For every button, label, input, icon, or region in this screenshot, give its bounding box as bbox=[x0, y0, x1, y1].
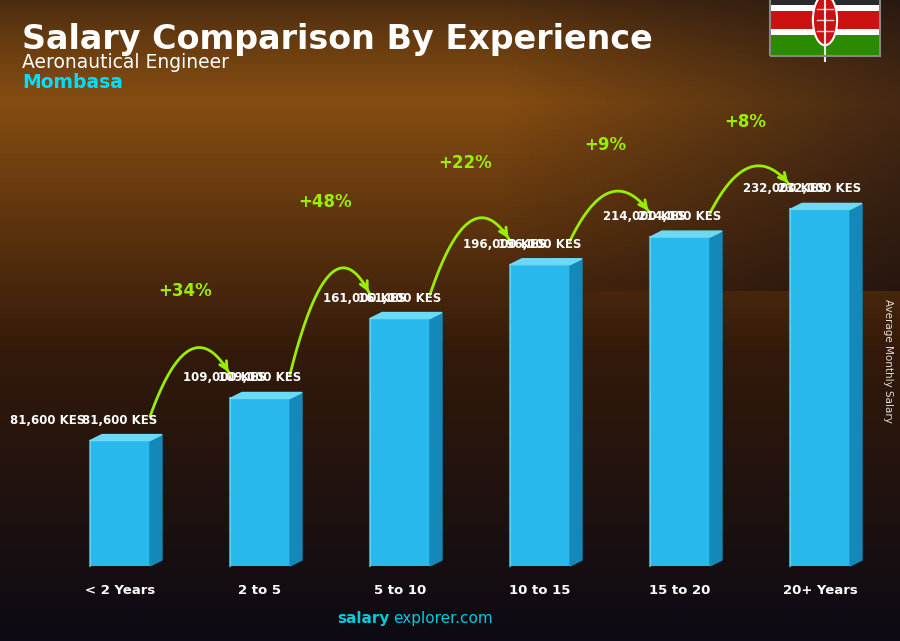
Text: 196,000 KES: 196,000 KES bbox=[464, 238, 546, 251]
Polygon shape bbox=[650, 231, 722, 237]
Polygon shape bbox=[90, 435, 162, 440]
Polygon shape bbox=[850, 203, 862, 566]
FancyBboxPatch shape bbox=[790, 210, 850, 566]
Ellipse shape bbox=[813, 0, 837, 46]
FancyBboxPatch shape bbox=[370, 319, 430, 566]
Text: 161,000 KES: 161,000 KES bbox=[323, 292, 407, 304]
FancyBboxPatch shape bbox=[230, 399, 290, 566]
FancyBboxPatch shape bbox=[510, 265, 570, 566]
Text: Average Monthly Salary: Average Monthly Salary bbox=[883, 299, 893, 423]
Polygon shape bbox=[150, 435, 162, 566]
Text: +22%: +22% bbox=[438, 154, 492, 172]
Polygon shape bbox=[710, 231, 722, 566]
Bar bbox=[770, 0, 880, 8]
Text: 2 to 5: 2 to 5 bbox=[238, 584, 282, 597]
Text: 81,600 KES: 81,600 KES bbox=[83, 413, 158, 426]
Polygon shape bbox=[570, 259, 582, 566]
FancyBboxPatch shape bbox=[90, 440, 150, 566]
Polygon shape bbox=[370, 313, 442, 319]
Text: < 2 Years: < 2 Years bbox=[85, 584, 155, 597]
Bar bbox=[770, 0, 880, 56]
Text: Mombasa: Mombasa bbox=[22, 73, 123, 92]
Polygon shape bbox=[290, 392, 302, 566]
Text: 10 to 15: 10 to 15 bbox=[509, 584, 571, 597]
Text: +34%: +34% bbox=[158, 283, 211, 301]
Text: +9%: +9% bbox=[584, 136, 626, 154]
Text: 5 to 10: 5 to 10 bbox=[374, 584, 426, 597]
Text: 232,000 KES: 232,000 KES bbox=[743, 183, 826, 196]
Text: 196,000 KES: 196,000 KES bbox=[499, 238, 581, 251]
Bar bbox=[770, 32, 880, 56]
Text: 81,600 KES: 81,600 KES bbox=[10, 413, 85, 426]
Text: 161,000 KES: 161,000 KES bbox=[358, 292, 442, 304]
Bar bbox=[770, 5, 880, 11]
Polygon shape bbox=[230, 392, 302, 399]
Text: +48%: +48% bbox=[298, 192, 352, 210]
Text: 214,000 KES: 214,000 KES bbox=[638, 210, 722, 223]
Text: Aeronautical Engineer: Aeronautical Engineer bbox=[22, 53, 229, 72]
Text: 15 to 20: 15 to 20 bbox=[649, 584, 711, 597]
Bar bbox=[770, 29, 880, 35]
Text: 109,000 KES: 109,000 KES bbox=[219, 372, 302, 385]
Text: +8%: +8% bbox=[724, 113, 766, 131]
Text: salary: salary bbox=[338, 612, 390, 626]
Text: explorer.com: explorer.com bbox=[393, 612, 493, 626]
Polygon shape bbox=[790, 203, 862, 210]
FancyBboxPatch shape bbox=[650, 237, 710, 566]
Polygon shape bbox=[510, 259, 582, 265]
Polygon shape bbox=[430, 313, 442, 566]
Text: 232,000 KES: 232,000 KES bbox=[778, 183, 861, 196]
Text: 214,000 KES: 214,000 KES bbox=[603, 210, 687, 223]
Text: 109,000 KES: 109,000 KES bbox=[184, 372, 266, 385]
Text: Salary Comparison By Experience: Salary Comparison By Experience bbox=[22, 23, 652, 56]
Bar bbox=[770, 8, 880, 32]
Text: 20+ Years: 20+ Years bbox=[783, 584, 858, 597]
